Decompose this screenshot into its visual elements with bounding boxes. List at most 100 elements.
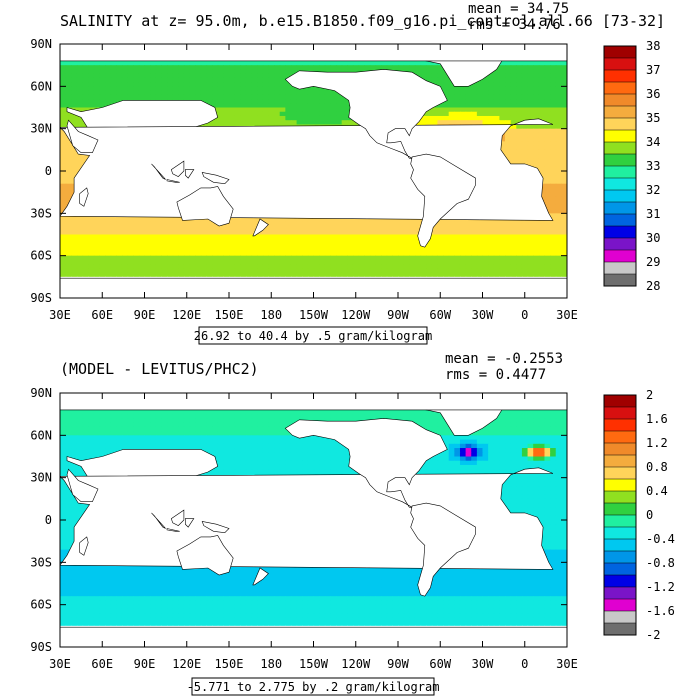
field-cell bbox=[229, 65, 236, 70]
field-cell bbox=[76, 120, 84, 126]
field-cell bbox=[65, 103, 72, 109]
field-cell bbox=[516, 247, 523, 253]
field-cell bbox=[200, 226, 208, 231]
field-cell bbox=[71, 272, 78, 278]
field-cell bbox=[420, 268, 427, 274]
field-cell bbox=[555, 213, 562, 219]
field-cell bbox=[65, 77, 72, 83]
field-cell bbox=[144, 60, 151, 66]
field-cell bbox=[178, 86, 185, 92]
field-cell bbox=[65, 90, 72, 96]
field-cell bbox=[195, 251, 202, 257]
field-cell bbox=[60, 221, 67, 227]
field-cell bbox=[521, 255, 529, 261]
field-cell bbox=[516, 268, 523, 274]
field-cell bbox=[245, 242, 253, 248]
field-cell bbox=[285, 94, 292, 100]
field-cell bbox=[133, 251, 140, 257]
field-cell bbox=[82, 107, 89, 113]
field-cell bbox=[133, 73, 140, 79]
field-cell bbox=[65, 217, 72, 223]
field-cell bbox=[262, 120, 270, 126]
field-cell bbox=[133, 221, 140, 227]
field-cell bbox=[330, 272, 337, 278]
field-cell bbox=[527, 230, 534, 236]
field-cell bbox=[274, 107, 281, 113]
field-cell bbox=[550, 111, 557, 117]
field-cell bbox=[71, 60, 78, 66]
field-cell bbox=[313, 94, 320, 100]
field-cell bbox=[550, 259, 557, 265]
field-cell bbox=[369, 264, 377, 269]
field-cell bbox=[505, 99, 512, 104]
field-cell bbox=[116, 221, 123, 227]
field-cell bbox=[71, 234, 78, 240]
field-cell bbox=[324, 242, 331, 248]
field-cell bbox=[105, 86, 112, 92]
field-cell bbox=[555, 77, 562, 83]
field-cell bbox=[223, 73, 230, 79]
field-cell bbox=[60, 238, 67, 244]
field-cell bbox=[319, 120, 326, 126]
field-cell bbox=[533, 145, 540, 151]
field-cell bbox=[65, 171, 72, 176]
field-cell bbox=[200, 94, 208, 100]
field-cell bbox=[121, 226, 129, 231]
field-cell bbox=[426, 73, 433, 79]
field-cell bbox=[144, 226, 151, 231]
field-cell bbox=[352, 226, 360, 231]
field-cell bbox=[178, 251, 185, 257]
field-cell bbox=[234, 120, 241, 126]
field-cell bbox=[471, 115, 478, 121]
field-cell bbox=[60, 162, 67, 168]
field-cell bbox=[116, 226, 123, 231]
field-cell bbox=[465, 264, 472, 269]
field-cell bbox=[234, 234, 241, 240]
field-cell bbox=[240, 90, 247, 96]
field-cell bbox=[195, 230, 202, 236]
field-cell bbox=[493, 94, 500, 100]
field-cell bbox=[251, 259, 258, 265]
field-cell bbox=[206, 221, 213, 227]
field-cell bbox=[217, 90, 224, 96]
field-cell bbox=[426, 60, 433, 66]
field-cell bbox=[324, 255, 331, 261]
field-cell bbox=[172, 73, 179, 79]
field-cell bbox=[268, 120, 275, 126]
field-cell bbox=[521, 238, 529, 244]
field-cell bbox=[257, 259, 264, 265]
field-cell bbox=[150, 82, 157, 87]
field-cell bbox=[533, 242, 540, 248]
field-cell bbox=[341, 272, 348, 278]
field-cell bbox=[150, 69, 157, 75]
field-cell bbox=[262, 268, 270, 274]
field-cell bbox=[71, 154, 78, 159]
field-cell bbox=[172, 217, 179, 223]
field-cell bbox=[290, 60, 298, 66]
field-cell bbox=[561, 179, 567, 185]
field-cell bbox=[561, 86, 567, 92]
field-cell bbox=[82, 268, 89, 274]
field-cell bbox=[262, 230, 270, 236]
field-cell bbox=[223, 234, 230, 240]
field-cell bbox=[161, 264, 168, 269]
field-cell bbox=[110, 65, 117, 70]
field-cell bbox=[105, 221, 112, 227]
field-cell bbox=[268, 90, 275, 96]
field-cell bbox=[76, 86, 84, 92]
field-cell bbox=[167, 86, 174, 92]
field-cell bbox=[268, 86, 275, 92]
field-cell bbox=[189, 264, 196, 269]
field-cell bbox=[251, 255, 258, 261]
field-cell bbox=[381, 264, 388, 269]
field-cell bbox=[105, 69, 112, 75]
field-cell bbox=[544, 141, 551, 147]
field-cell bbox=[307, 268, 315, 274]
field-cell bbox=[319, 94, 326, 100]
field-cell bbox=[127, 217, 134, 223]
field-cell bbox=[550, 196, 557, 202]
field-cell bbox=[217, 60, 224, 66]
field-cell bbox=[499, 69, 506, 75]
field-cell bbox=[482, 230, 489, 236]
field-cell bbox=[76, 60, 84, 66]
